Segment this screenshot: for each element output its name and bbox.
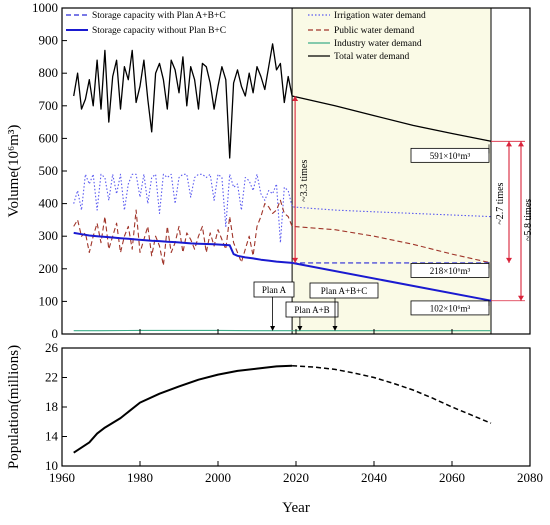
legend-label-storage-capacity-with-plan-a-b-c: Storage capacity with Plan A+B+C bbox=[92, 11, 226, 21]
plan-label-plan-a-b-c: Plan A+B+C bbox=[321, 286, 367, 296]
arrow-2-7-times-head bbox=[506, 258, 512, 263]
top-y-axis-title: Volume(10⁶m³) bbox=[6, 125, 22, 218]
bottom-x-tick-label: 2000 bbox=[205, 470, 231, 485]
legend-label-public-water-demand: Public water demand bbox=[334, 26, 414, 36]
label-2-7-times: ~2.7 times bbox=[495, 182, 506, 224]
top-y-tick-label: 200 bbox=[39, 261, 59, 276]
bottom-series-group bbox=[74, 366, 491, 453]
bottom-x-tick-label: 2020 bbox=[283, 470, 309, 485]
legend-label-industry-water-demand: Industry water demand bbox=[334, 39, 422, 49]
label-5-8-times: ~5.8 times bbox=[523, 199, 534, 241]
bottom-x-tick-label: 2080 bbox=[517, 470, 543, 485]
top-y-tick-label: 100 bbox=[39, 293, 59, 308]
arrow-5-8-times-head bbox=[518, 141, 524, 146]
top-y-tick-label: 800 bbox=[39, 65, 59, 80]
bottom-x-ticks: 1960 1980 2000 2020 2040 2060 2080 bbox=[49, 461, 543, 485]
bottom-x-axis-title: Year bbox=[282, 500, 310, 516]
label-3-3-times: ~3.3 times bbox=[299, 160, 310, 202]
legend-label-total-water-demand: Total water demand bbox=[334, 52, 410, 62]
top-y-tick-label: 300 bbox=[39, 228, 59, 243]
plan-label-plan-a: Plan A bbox=[262, 285, 287, 295]
value-label-218-10-m: 218×10⁶m³ bbox=[430, 266, 471, 276]
value-label-591-10-m: 591×10⁶m³ bbox=[430, 151, 471, 161]
top-y-tick-label: 600 bbox=[39, 130, 59, 145]
top-panel: ~3.3 times ~2.7 times ~5.8 times 591×10⁶m³ 2… bbox=[6, 0, 534, 341]
bottom-y-tick-label: 14 bbox=[45, 429, 59, 444]
population-series-dashed bbox=[292, 366, 491, 424]
top-y-tick-label: 500 bbox=[39, 163, 59, 178]
population-series-solid bbox=[74, 366, 292, 453]
bottom-x-tick-label: 2040 bbox=[361, 470, 387, 485]
arrow-5-8-times-head bbox=[518, 296, 524, 301]
legend-label-storage-capacity-without-plan-b-c: Storage capacity without Plan B+C bbox=[92, 26, 226, 36]
bottom-x-tick-label: 2060 bbox=[439, 470, 465, 485]
top-y-tick-label: 400 bbox=[39, 196, 59, 211]
value-label-102-10-m: 102×10⁶m³ bbox=[430, 303, 471, 313]
bottom-y-axis-title: Population(millions) bbox=[6, 345, 22, 469]
plan-label-plan-a-b: Plan A+B bbox=[294, 305, 329, 315]
top-y-tick-label: 1000 bbox=[32, 0, 58, 15]
top-y-tick-label: 0 bbox=[52, 326, 59, 341]
bottom-y-tick-label: 18 bbox=[45, 399, 58, 414]
bottom-y-tick-label: 26 bbox=[45, 340, 59, 355]
top-y-tick-label: 700 bbox=[39, 98, 59, 113]
legend-label-irrigation-water-demand: Irrigation water demand bbox=[334, 11, 426, 21]
top-y-tick-label: 900 bbox=[39, 33, 59, 48]
arrow-2-7-times-head bbox=[506, 141, 512, 146]
bottom-y-tick-label: 22 bbox=[45, 370, 58, 385]
bottom-x-tick-label: 1960 bbox=[49, 470, 75, 485]
bottom-x-tick-label: 1980 bbox=[127, 470, 153, 485]
